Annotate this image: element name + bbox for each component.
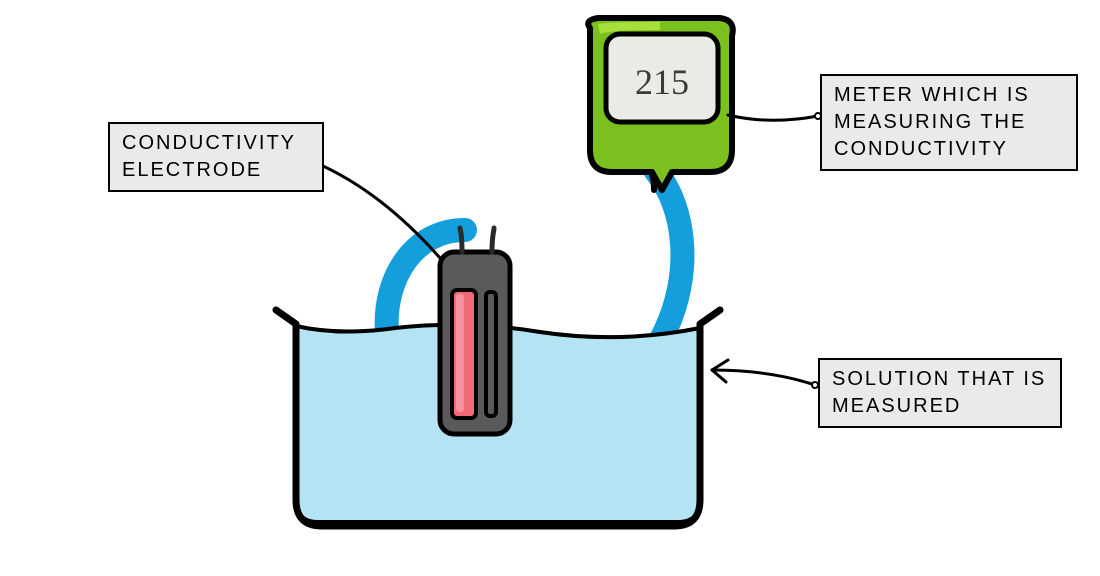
- label-solution: SOLUTION THAT IS MEASURED: [818, 358, 1062, 428]
- electrode-slit: [486, 292, 496, 416]
- meter-reading: 215: [635, 62, 689, 102]
- label-solution-text: SOLUTION THAT IS MEASURED: [832, 368, 1046, 417]
- pointer-meter: [728, 115, 818, 120]
- electrode-lead-right: [492, 228, 494, 252]
- label-meter: METER WHICH IS MEASURING THE CONDUCTIVIT…: [820, 74, 1078, 171]
- meter-device: 215: [588, 18, 733, 190]
- pointer-solution: [712, 370, 815, 385]
- label-electrode-text: CONDUCTIVITY ELECTRODE: [122, 132, 296, 181]
- label-meter-text: METER WHICH IS MEASURING THE CONDUCTIVIT…: [834, 84, 1030, 160]
- electrode-lead-left: [460, 228, 462, 252]
- electrode-inner-highlight: [456, 294, 464, 412]
- label-electrode: CONDUCTIVITY ELECTRODE: [108, 122, 324, 192]
